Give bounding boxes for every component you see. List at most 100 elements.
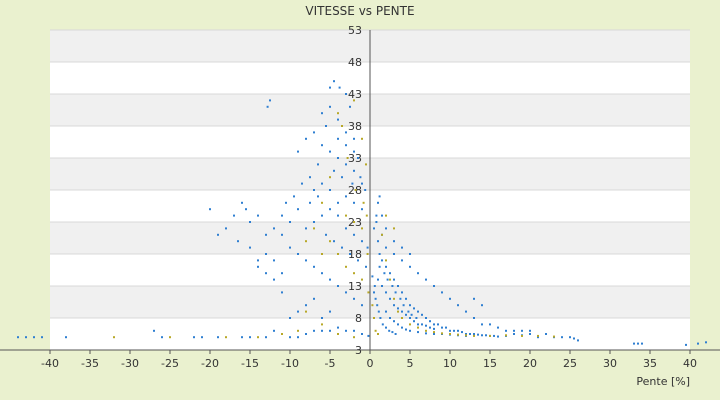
data-point-secondary [374, 329, 377, 332]
data-point-main [388, 329, 391, 332]
data-point-main [465, 310, 467, 313]
data-point-main [285, 201, 287, 204]
data-point-main [225, 227, 227, 230]
data-point-secondary [337, 253, 339, 255]
data-point-main [497, 326, 499, 329]
data-point-main [441, 326, 443, 329]
data-point-main [161, 336, 163, 339]
data-point-main [338, 86, 341, 89]
data-point-main [265, 272, 267, 275]
x-axis-label: Pente [%] [636, 375, 690, 388]
data-point-main [313, 131, 315, 134]
x-tick-label: -20 [201, 357, 219, 370]
data-point-secondary [521, 334, 523, 337]
data-point-main [457, 329, 459, 332]
data-point-secondary [321, 323, 323, 326]
data-point-main [461, 331, 463, 334]
data-point-main [17, 336, 19, 339]
data-point-secondary [361, 227, 363, 230]
data-point-main [367, 334, 370, 337]
data-point-secondary [361, 278, 363, 281]
data-point-main [429, 320, 431, 323]
data-point-main [297, 150, 299, 153]
data-point-main [289, 246, 291, 249]
data-point-main [685, 343, 687, 346]
x-tick-label: 10 [443, 357, 457, 370]
x-tick-label: -40 [41, 357, 59, 370]
data-point-main [377, 201, 379, 204]
data-point-secondary [337, 333, 339, 335]
data-point-secondary [353, 272, 355, 275]
data-point-main [397, 307, 399, 310]
data-point-main [329, 278, 331, 281]
y-tick-label: 3 [355, 344, 362, 357]
data-point-main [345, 291, 347, 294]
y-tick-label: 43 [348, 88, 362, 101]
chart-title: VITESSE vs PENTE [305, 4, 414, 18]
data-point-secondary [441, 332, 443, 335]
data-point-main [201, 336, 203, 339]
data-point-main [405, 313, 407, 316]
data-point-main [637, 342, 639, 345]
data-point-main [281, 233, 283, 236]
data-point-main [393, 304, 395, 307]
data-point-main [405, 328, 407, 331]
data-point-main [421, 313, 423, 316]
data-point-main [153, 329, 155, 332]
data-point-main [257, 259, 259, 262]
data-point-secondary [385, 214, 387, 217]
data-point-main [209, 208, 211, 211]
data-point-main [321, 182, 323, 185]
data-point-main [281, 214, 283, 217]
data-point-main [249, 221, 251, 223]
data-point-secondary [353, 99, 355, 102]
data-point-secondary [257, 336, 259, 339]
data-point-main [269, 99, 271, 102]
data-point-main [351, 182, 354, 185]
data-point-main [309, 201, 311, 204]
data-point-main [321, 317, 323, 319]
data-point-main [297, 208, 299, 211]
data-point-main [217, 336, 219, 339]
data-point-main [345, 329, 347, 332]
data-point-secondary [321, 201, 323, 204]
x-tick-label: -35 [81, 357, 99, 370]
data-point-main [393, 320, 395, 323]
data-point-main [697, 342, 699, 345]
data-point-main [513, 329, 515, 332]
data-point-main [297, 336, 299, 339]
data-point-main [417, 310, 419, 313]
x-tick-label: 20 [523, 357, 537, 370]
data-point-main [325, 233, 327, 236]
data-point-main [497, 335, 499, 338]
data-point-main [393, 253, 395, 255]
data-point-main [289, 336, 291, 339]
data-point-main [374, 297, 377, 300]
data-point-main [361, 240, 363, 243]
data-point-main [317, 195, 319, 198]
data-point-main [477, 333, 479, 336]
data-point-main [381, 285, 383, 287]
data-point-main [409, 317, 411, 319]
data-point-secondary [393, 227, 395, 230]
data-point-main [481, 323, 483, 326]
data-point-main [353, 150, 355, 153]
data-point-main [333, 240, 335, 243]
data-point-secondary [489, 334, 491, 337]
data-point-main [473, 317, 475, 319]
data-point-main [345, 93, 347, 95]
data-point-main [349, 253, 351, 255]
data-point-main [361, 208, 363, 211]
data-point-main [433, 323, 435, 326]
data-point-main [359, 176, 362, 179]
data-point-main [529, 329, 531, 332]
data-point-main [641, 342, 643, 345]
data-point-main [425, 332, 427, 335]
data-point-main [241, 201, 243, 204]
data-point-secondary [305, 240, 307, 243]
data-point-main [375, 221, 378, 223]
data-point-main [265, 233, 267, 236]
data-point-main [573, 337, 575, 340]
data-point-main [399, 297, 402, 300]
data-point-main [433, 333, 435, 335]
